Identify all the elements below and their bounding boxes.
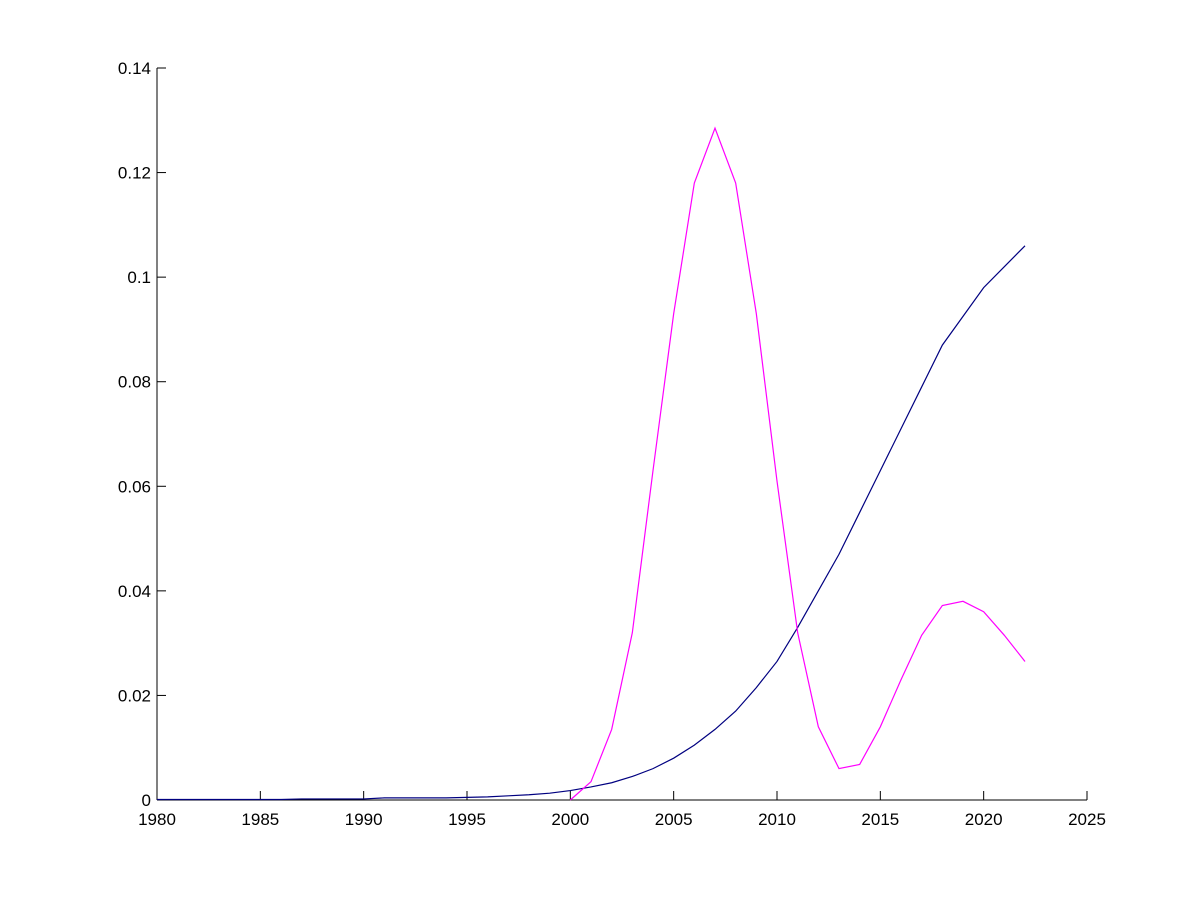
x-tick-label: 2025 (1068, 810, 1106, 829)
x-tick-label: 1985 (241, 810, 279, 829)
y-tick-label: 0.1 (127, 268, 151, 287)
x-tick-label: 1995 (448, 810, 486, 829)
y-tick-label: 0 (142, 791, 151, 810)
x-tick-label: 2005 (655, 810, 693, 829)
series-line (569, 126, 1026, 801)
x-tick-label: 2010 (758, 810, 796, 829)
x-tick-label: 2000 (551, 810, 589, 829)
y-tick-label: 0.14 (118, 59, 151, 78)
x-tick-label: 2015 (861, 810, 899, 829)
series-line (157, 245, 1026, 801)
y-tick-label: 0.08 (118, 373, 151, 392)
x-tick-label: 1980 (138, 810, 176, 829)
y-tick-label: 0.02 (118, 686, 151, 705)
x-tick-label: 2020 (965, 810, 1003, 829)
y-tick-label: 0.04 (118, 582, 151, 601)
x-tick-label: 1990 (345, 810, 383, 829)
y-tick-label: 0.12 (118, 164, 151, 183)
y-tick-label: 0.06 (118, 477, 151, 496)
